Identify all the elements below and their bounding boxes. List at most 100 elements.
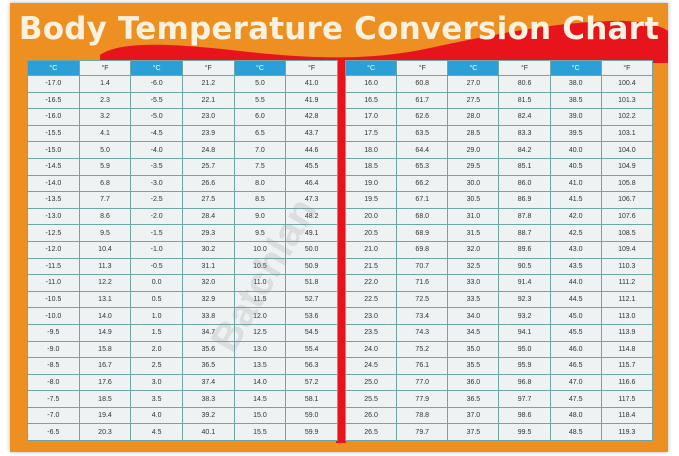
celsius-cell: 1.0: [130, 307, 183, 325]
celsius-cell: -3.5: [130, 157, 183, 176]
celsius-cell: 21.5: [344, 257, 398, 276]
celsius-cell: 11.5: [233, 290, 287, 309]
table-row: 22.0 71.6 33.0 91.4 44.0 111.2: [344, 274, 654, 292]
fahrenheit-cell: 99.5: [498, 423, 551, 442]
celsius-header: °C: [447, 60, 500, 76]
celsius-cell: 46.5: [549, 357, 602, 375]
table-row: 25.0 77.0 36.0 96.8 47.0 116.6: [344, 373, 654, 392]
celsius-cell: -1.5: [130, 224, 183, 242]
fahrenheit-cell: 64.4: [396, 141, 449, 159]
fahrenheit-cell: 58.1: [285, 390, 338, 408]
table-row: 19.0 66.2 30.0 86.0 41.0 105.8: [344, 174, 654, 193]
celsius-cell: -2.5: [130, 191, 183, 209]
table-row: -13.0 8.6 -2.0 28.4 9.0 48.2: [27, 207, 338, 226]
fahrenheit-cell: 95.0: [498, 340, 551, 359]
fahrenheit-cell: 60.8: [396, 75, 449, 93]
fahrenheit-cell: 90.5: [498, 257, 551, 276]
celsius-cell: -13.0: [27, 207, 80, 226]
celsius-cell: 12.5: [233, 323, 287, 342]
fahrenheit-cell: 56.3: [285, 357, 338, 375]
fahrenheit-cell: 86.9: [498, 191, 551, 209]
table-row: 24.0 75.2 35.0 95.0 46.0 114.8: [344, 340, 654, 359]
celsius-cell: -10.5: [27, 290, 80, 309]
fahrenheit-header: °F: [600, 60, 654, 76]
celsius-cell: 33.5: [447, 290, 500, 309]
celsius-cell: 4.5: [130, 423, 183, 442]
fahrenheit-cell: 115.7: [600, 357, 654, 375]
celsius-cell: -16.5: [27, 91, 80, 110]
celsius-cell: 25.5: [344, 390, 398, 408]
celsius-cell: 45.5: [549, 323, 602, 342]
fahrenheit-cell: 43.7: [285, 124, 338, 143]
table-row: -7.0 19.4 4.0 39.2 15.0 59.0: [27, 406, 338, 425]
fahrenheit-cell: 34.7: [181, 323, 235, 342]
conversion-poster: Body Temperature Conversion Chart °C °F °C…: [10, 3, 668, 452]
celsius-cell: -6.5: [27, 423, 80, 442]
table-row: 23.0 73.4 34.0 93.2 45.0 113.0: [344, 307, 654, 325]
table-row: -13.5 7.7 -2.5 27.5 8.5 47.3: [27, 191, 338, 209]
celsius-cell: 47.0: [549, 373, 602, 392]
celsius-cell: -16.0: [27, 108, 80, 126]
fahrenheit-cell: 89.6: [498, 240, 551, 259]
celsius-cell: 0.0: [130, 274, 183, 292]
celsius-cell: 41.0: [549, 174, 602, 193]
table-row: 20.0 68.0 31.0 87.8 42.0 107.6: [344, 207, 654, 226]
fahrenheit-cell: 83.3: [498, 124, 551, 143]
celsius-cell: 3.0: [130, 373, 183, 392]
table-row: 19.5 67.1 30.5 86.9 41.5 106.7: [344, 191, 654, 209]
celsius-cell: 25.0: [344, 373, 398, 392]
celsius-cell: 42.0: [549, 207, 602, 226]
fahrenheit-cell: 111.2: [600, 274, 654, 292]
fahrenheit-cell: 31.1: [181, 257, 235, 276]
fahrenheit-cell: 14.9: [78, 323, 132, 342]
fahrenheit-cell: 30.2: [181, 240, 235, 259]
celsius-cell: 5.0: [233, 75, 287, 93]
celsius-cell: 35.5: [447, 357, 500, 375]
table-row: -16.0 3.2 -5.0 23.0 6.0 42.8: [27, 108, 338, 126]
fahrenheit-cell: 95.9: [498, 357, 551, 375]
fahrenheit-cell: 68.9: [396, 224, 449, 242]
celsius-cell: -13.5: [27, 191, 80, 209]
celsius-cell: 43.5: [549, 257, 602, 276]
fahrenheit-cell: 75.2: [396, 340, 449, 359]
table-row: -10.5 13.1 0.5 32.9 11.5 52.7: [27, 290, 338, 309]
fahrenheit-cell: 98.6: [498, 406, 551, 425]
fahrenheit-cell: 52.7: [285, 290, 338, 309]
fahrenheit-cell: 73.4: [396, 307, 449, 325]
celsius-cell: -15.0: [27, 141, 80, 159]
celsius-cell: 27.0: [447, 75, 500, 93]
fahrenheit-cell: 5.0: [78, 141, 132, 159]
celsius-cell: 39.0: [549, 108, 602, 126]
fahrenheit-cell: 48.2: [285, 207, 338, 226]
table-row: -12.5 9.5 -1.5 29.3 9.5 49.1: [27, 224, 338, 242]
fahrenheit-cell: 108.5: [600, 224, 654, 242]
fahrenheit-cell: 91.4: [498, 274, 551, 292]
table-row: 23.5 74.3 34.5 94.1 45.5 113.9: [344, 323, 654, 342]
fahrenheit-cell: 57.2: [285, 373, 338, 392]
fahrenheit-cell: 96.8: [498, 373, 551, 392]
celsius-cell: 18.5: [344, 157, 398, 176]
celsius-cell: 22.5: [344, 290, 398, 309]
fahrenheit-cell: 19.4: [78, 406, 132, 425]
fahrenheit-cell: 33.8: [181, 307, 235, 325]
celsius-cell: 8.0: [233, 174, 287, 193]
celsius-cell: 4.0: [130, 406, 183, 425]
celsius-cell: 44.5: [549, 290, 602, 309]
fahrenheit-cell: 21.2: [181, 75, 235, 93]
fahrenheit-header: °F: [78, 60, 132, 76]
celsius-cell: 14.0: [233, 373, 287, 392]
table-row: 20.5 68.9 31.5 88.7 42.5 108.5: [344, 224, 654, 242]
fahrenheit-cell: 45.5: [285, 157, 338, 176]
fahrenheit-cell: 116.6: [600, 373, 654, 392]
fahrenheit-cell: 85.1: [498, 157, 551, 176]
fahrenheit-cell: 84.2: [498, 141, 551, 159]
celsius-cell: -3.0: [130, 174, 183, 193]
fahrenheit-cell: 23.9: [181, 124, 235, 143]
celsius-cell: 13.0: [233, 340, 287, 359]
fahrenheit-cell: 2.3: [78, 91, 132, 110]
fahrenheit-cell: 27.5: [181, 191, 235, 209]
fahrenheit-cell: 87.8: [498, 207, 551, 226]
fahrenheit-cell: 113.0: [600, 307, 654, 325]
celsius-cell: 32.5: [447, 257, 500, 276]
table-row: -11.5 11.3 -0.5 31.1 10.5 50.9: [27, 257, 338, 276]
